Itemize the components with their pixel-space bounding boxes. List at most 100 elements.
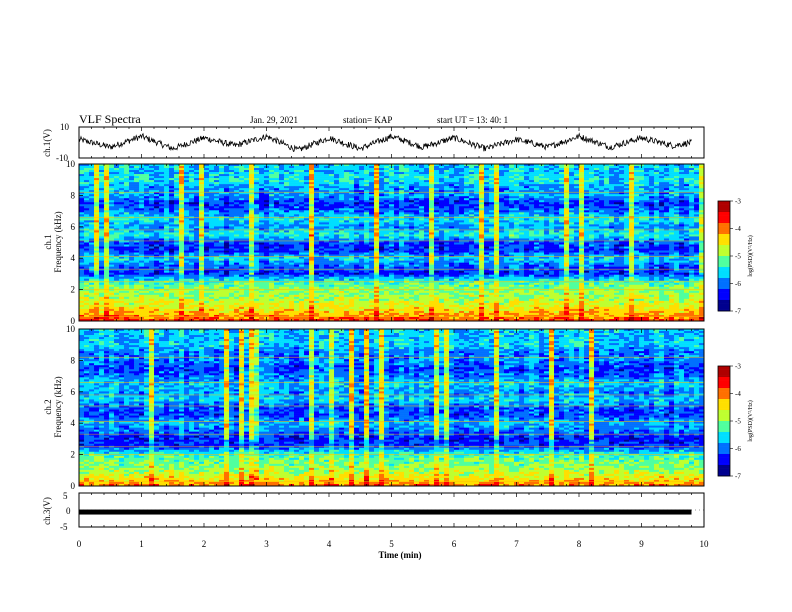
- spectrogram-cell: [289, 242, 295, 245]
- spectrogram-cell: [489, 206, 495, 209]
- spectrogram-cell: [434, 192, 440, 195]
- spectrogram-cell: [429, 236, 435, 239]
- spectrogram-cell: [209, 198, 215, 201]
- spectrogram-cell: [344, 164, 350, 167]
- spectrogram-cell: [424, 172, 430, 175]
- spectrogram-cell: [689, 170, 695, 173]
- spectrogram-cell: [389, 220, 395, 223]
- spectrogram-cell: [224, 170, 230, 173]
- spectrogram-cell: [224, 242, 230, 245]
- spectrogram-cell: [434, 198, 440, 201]
- spectrogram-cell: [79, 204, 85, 207]
- spectrogram-cell: [349, 238, 355, 241]
- spectrogram-cell: [609, 240, 615, 243]
- spectrogram-cell: [124, 198, 130, 201]
- spectrogram-cell: [509, 242, 515, 245]
- spectrogram-cell: [379, 198, 385, 201]
- spectrogram-cell: [424, 236, 430, 239]
- spectrogram-cell: [149, 180, 155, 183]
- spectrogram-cell: [479, 200, 485, 203]
- spectrogram-cell: [499, 212, 505, 215]
- spectrogram-cell: [179, 226, 185, 229]
- spectrogram-cell: [254, 230, 260, 233]
- spectrogram-cell: [669, 220, 675, 223]
- spectrogram-cell: [459, 198, 465, 201]
- spectrogram-cell: [684, 192, 690, 195]
- spectrogram-cell: [694, 182, 700, 185]
- spectrogram-cell: [539, 238, 545, 241]
- spectrogram-cell: [479, 188, 485, 191]
- spectrogram-cell: [469, 166, 475, 169]
- spectrogram-cell: [554, 196, 560, 199]
- spectrogram-cell: [664, 226, 670, 229]
- spectrogram-cell: [349, 166, 355, 169]
- spectrogram-cell: [654, 176, 660, 179]
- spectrogram-cell: [504, 234, 510, 237]
- spectrogram-cell: [614, 192, 620, 195]
- spectrogram-cell: [439, 182, 445, 185]
- spectrogram-cell: [279, 206, 285, 209]
- spectrogram-cell: [604, 220, 610, 223]
- spectrogram-cell: [369, 188, 375, 191]
- spectrogram-cell: [529, 190, 535, 193]
- spectrogram-cell: [279, 166, 285, 169]
- spectrogram-cell: [429, 166, 435, 169]
- spectrogram-cell: [389, 194, 395, 197]
- spectrogram-cell: [469, 210, 475, 213]
- spectrogram-cell: [499, 222, 505, 225]
- spectrogram-cell: [634, 226, 640, 229]
- spectrogram-cell: [339, 178, 345, 181]
- spectrogram-cell: [174, 220, 180, 223]
- spectrogram-cell: [629, 222, 635, 225]
- spectrogram-cell: [114, 238, 120, 241]
- spectrogram-cell: [334, 168, 340, 171]
- spectrogram-cell: [504, 236, 510, 239]
- spectrogram-cell: [554, 172, 560, 175]
- spectrogram-cell: [179, 240, 185, 243]
- spectrogram-cell: [354, 184, 360, 187]
- spectrogram-cell: [339, 204, 345, 207]
- spectrogram-cell: [119, 174, 125, 177]
- spectrogram-cell: [119, 240, 125, 243]
- spectrogram-cell: [109, 214, 115, 217]
- spectrogram-cell: [529, 232, 535, 235]
- spectrogram-cell: [674, 168, 680, 171]
- spectrogram-cell: [319, 230, 325, 233]
- spectrogram-cell: [369, 230, 375, 233]
- spectrogram-cell: [359, 198, 365, 201]
- spectrogram-cell: [684, 166, 690, 169]
- spectrogram-cell: [364, 212, 370, 215]
- spectrogram-cell: [674, 214, 680, 217]
- spectrogram-cell: [549, 180, 555, 183]
- spectrogram-cell: [264, 222, 270, 225]
- spectrogram-cell: [519, 208, 525, 211]
- spectrogram-cell: [179, 230, 185, 233]
- spectrogram-cell: [384, 242, 390, 245]
- spectrogram-cell: [449, 220, 455, 223]
- spectrogram-cell: [684, 188, 690, 191]
- spectrogram-cell: [134, 202, 140, 205]
- spectrogram-cell: [649, 218, 655, 221]
- spectrogram-cell: [419, 172, 425, 175]
- spectrogram-cell: [114, 214, 120, 217]
- spectrogram-cell: [404, 174, 410, 177]
- spectrogram-cell: [569, 182, 575, 185]
- spectrogram-cell: [584, 232, 590, 235]
- spectrogram-cell: [464, 212, 470, 215]
- spectrogram-cell: [214, 202, 220, 205]
- spectrogram-cell: [144, 182, 150, 185]
- spectrogram-cell: [434, 190, 440, 193]
- spectrogram-cell: [544, 210, 550, 213]
- spectrogram-cell: [634, 218, 640, 221]
- spectrogram-cell: [514, 170, 520, 173]
- spectrogram-cell: [664, 172, 670, 175]
- spectrogram-cell: [404, 212, 410, 215]
- spectrogram-cell: [149, 174, 155, 177]
- spectrogram-cell: [289, 170, 295, 173]
- spectrogram-cell: [299, 184, 305, 187]
- spectrogram-cell: [594, 174, 600, 177]
- spectrogram-cell: [494, 232, 500, 235]
- spectrogram-cell: [489, 182, 495, 185]
- spectrogram-cell: [469, 228, 475, 231]
- spectrogram-cell: [89, 192, 95, 195]
